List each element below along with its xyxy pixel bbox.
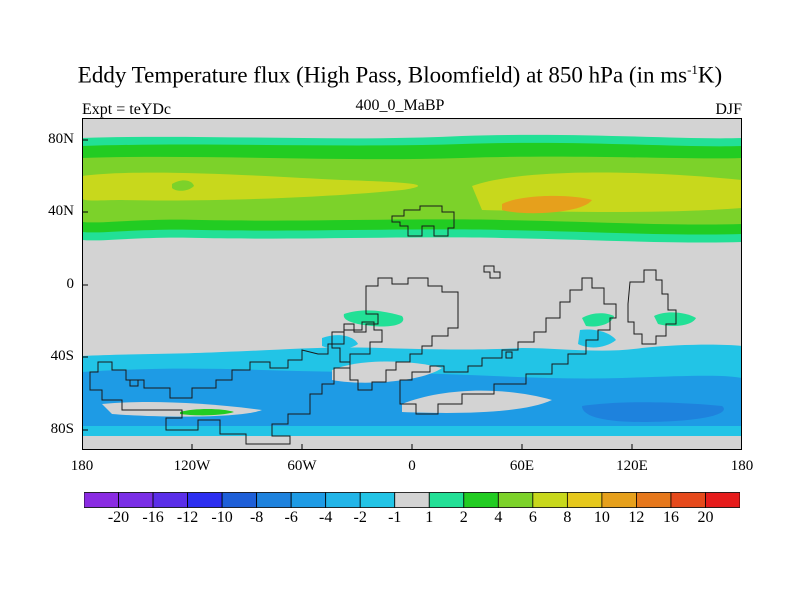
lon-label-180e: 180 (730, 458, 754, 474)
colorbar-label: 16 (662, 509, 679, 526)
cyan-patch-atlantic (322, 335, 358, 349)
colorbar-label: 1 (425, 509, 434, 526)
lon-label-180w: 180 (70, 458, 94, 474)
axis-ticks (82, 139, 633, 450)
season-label: DJF (715, 101, 742, 118)
colorbar-swatch (428, 492, 465, 508)
colorbar-label: -8 (249, 509, 264, 526)
lon-label-60w: 60W (287, 458, 317, 474)
colorbar (84, 492, 740, 508)
map-title-tail: K) (697, 62, 723, 88)
cyan-patch-indian (578, 329, 616, 348)
colorbar-swatch (152, 492, 188, 508)
colorbar-label: -12 (176, 509, 199, 526)
map-title: Eddy Temperature flux (High Pass, Bloomf… (0, 62, 800, 89)
colorbar-label: -6 (284, 509, 298, 526)
colorbar-swatch (325, 492, 361, 508)
coastline-island-2 (129, 379, 139, 387)
colorbar-swatch (601, 492, 637, 508)
lon-label-60e: 60E (509, 458, 535, 474)
colorbar-swatch (187, 492, 223, 508)
map-svg (82, 118, 742, 450)
lon-label-120e: 120E (616, 458, 648, 474)
colorbar-label: -16 (142, 509, 164, 526)
map-plot (82, 118, 742, 450)
lat-label-0: 0 (66, 276, 75, 292)
map-title-superscript: -1 (687, 62, 698, 77)
coastline-island-1 (483, 265, 501, 279)
colorbar-swatch (290, 492, 327, 508)
colorbar-label: 20 (697, 509, 714, 526)
colorbar-label: 2 (459, 509, 468, 526)
map-title-text: Eddy Temperature flux (High Pass, Bloomf… (77, 62, 688, 88)
colorbar-swatch (256, 492, 292, 508)
teal-patch-pacific (654, 312, 696, 326)
coastline-south-continent (399, 277, 617, 415)
teal-patch-indian (582, 313, 614, 327)
colorbar-swatch (394, 492, 430, 508)
colorbar-label: -4 (319, 509, 333, 526)
coastlines (89, 205, 677, 445)
lat-label-80n: 80N (48, 131, 74, 147)
lat-label-80s: 80S (50, 421, 74, 437)
colorbar-label: 6 (528, 509, 537, 526)
colorbar-label: 12 (628, 509, 645, 526)
colorbar-label: 10 (593, 509, 610, 526)
colorbar-label: -10 (211, 509, 233, 526)
colorbar-swatch (532, 492, 568, 508)
colorbar-label: 4 (494, 509, 503, 526)
sh-grey-hole-2 (332, 361, 442, 383)
colorbar-swatch (636, 492, 672, 508)
colorbar-swatch (670, 492, 706, 508)
nh-band-pocket (172, 180, 194, 191)
coastline-north-landmass (391, 205, 455, 237)
colorbar-label: 8 (563, 509, 572, 526)
sh-grey-hole-3 (402, 390, 552, 413)
teal-patch-atlantic (343, 310, 404, 327)
colorbar-swatch (84, 492, 119, 508)
coastline-east-continent (627, 269, 677, 345)
lon-label-0: 0 (408, 458, 416, 474)
nh-band-yellow-west (82, 172, 419, 201)
colorbar-swatch (463, 492, 499, 508)
colorbar-swatch (118, 492, 154, 508)
colorbar-swatch (221, 492, 258, 508)
colorbar-swatch (705, 492, 740, 508)
colorbar-swatch (359, 492, 396, 508)
lon-label-120w: 120W (173, 458, 211, 474)
colorbar-swatch (497, 492, 534, 508)
nh-band-orange (502, 195, 592, 214)
colorbar-swatch (566, 492, 603, 508)
colorbar-label: -2 (353, 509, 367, 526)
lat-label-40n: 40N (48, 203, 74, 219)
colorbar-label: -1 (388, 509, 402, 526)
sh-green-streak (180, 409, 234, 416)
lat-label-40s: 40S (50, 348, 74, 364)
coastline-island-3 (505, 351, 513, 359)
colorbar-label: -20 (107, 509, 130, 526)
coastline-america (89, 321, 383, 445)
coastline-africa (331, 277, 459, 391)
sh-band-blue-dark (582, 402, 724, 422)
experiment-label: Expt = teYDc (82, 101, 171, 118)
period-label: 400_0_MaBP (355, 97, 445, 114)
